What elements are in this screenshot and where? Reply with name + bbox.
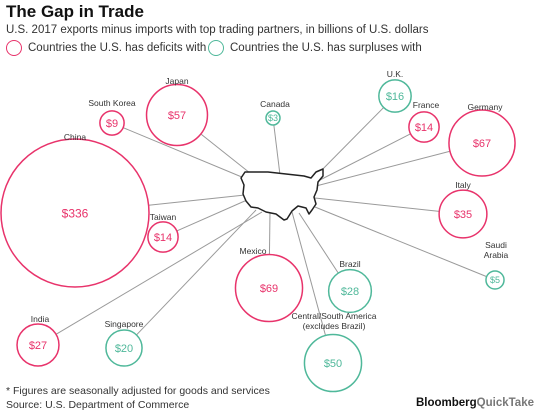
value-label-china: $336 <box>62 206 89 220</box>
country-label-u-k: U.K. <box>387 69 404 79</box>
chart-title: The Gap in Trade <box>6 2 144 21</box>
country-label-germany: Germany <box>468 102 504 112</box>
value-label-saudi-arabia: $5 <box>490 275 500 285</box>
bubble-germany <box>448 109 516 177</box>
connector-saudi-arabia <box>314 206 487 278</box>
value-label-india: $27 <box>29 340 47 352</box>
connector-taiwan <box>176 199 248 232</box>
legend-surplus-swatch <box>208 40 224 56</box>
value-label-taiwan: $14 <box>154 232 172 244</box>
value-label-brazil: $28 <box>341 286 359 298</box>
value-label-germany: $67 <box>473 138 491 150</box>
bubble-central-south-america-excludes-brazil <box>303 333 363 393</box>
legend-deficit-swatch <box>6 40 22 56</box>
connector-singapore <box>136 209 257 336</box>
legend-deficit: Countries the U.S. has deficits with <box>6 40 206 56</box>
us-map <box>240 168 324 221</box>
country-label-canada: Canada <box>260 99 290 109</box>
connector-japan <box>200 133 256 178</box>
country-label-france: France <box>413 100 440 110</box>
connector-germany <box>315 150 451 187</box>
connector-south-korea <box>122 127 250 181</box>
legend-deficit-label: Countries the U.S. has deficits with <box>28 42 207 54</box>
value-label-japan: $57 <box>168 110 186 122</box>
value-label-south-korea: $9 <box>106 118 118 130</box>
value-label-singapore: $20 <box>115 343 133 355</box>
value-label-italy: $35 <box>454 209 472 221</box>
country-label-mexico: Mexico <box>240 246 267 256</box>
value-label-mexico: $69 <box>260 283 278 295</box>
country-label-central-south-america-excludes-brazil: Central/South America (excludes Brazil) <box>291 311 376 331</box>
country-label-china: China <box>64 132 86 142</box>
legend-surplus: Countries the U.S. has surpluses with <box>208 40 422 56</box>
bubble-saudi-arabia <box>485 270 505 290</box>
connector-italy <box>314 197 440 212</box>
value-label-u-k: $16 <box>386 91 404 103</box>
bubble-mexico <box>234 253 304 323</box>
brand-sub: QuickTake <box>476 397 534 409</box>
connector-india <box>55 211 263 335</box>
source-note: Source: U.S. Department of Commerce <box>6 399 190 411</box>
brand-main: Bloomberg <box>415 397 477 409</box>
bubble-italy <box>438 189 488 239</box>
bubble-japan <box>145 83 209 147</box>
connector-france <box>313 133 411 184</box>
legend-surplus-label: Countries the U.S. has surpluses with <box>230 42 422 54</box>
bubble-france <box>408 111 440 143</box>
country-label-south-korea: South Korea <box>88 98 136 108</box>
value-label-canada: $3 <box>268 113 278 123</box>
value-label-france: $14 <box>415 122 433 134</box>
connector-brazil <box>298 212 339 274</box>
bubble-u-k <box>378 79 412 113</box>
bubble-brazil <box>327 268 373 314</box>
bubble-south-korea <box>99 110 125 136</box>
country-label-japan: Japan <box>165 76 188 86</box>
country-label-brazil: Brazil <box>339 259 360 269</box>
country-label-india: India <box>31 314 50 324</box>
country-label-singapore: Singapore <box>105 319 144 329</box>
bubble-india <box>16 323 60 367</box>
bubble-layer: $336 China $57 Japan $9 South Korea $14 Taiwan $… <box>0 69 516 393</box>
connector-canada <box>273 124 281 176</box>
chart-subtitle: U.S. 2017 exports minus imports with top… <box>6 24 429 36</box>
connector-china <box>148 194 246 206</box>
footnote: * Figures are seasonally adjusted for go… <box>6 385 270 397</box>
bubble-china <box>0 138 150 288</box>
connector-central-south-america-excludes-brazil <box>291 211 327 336</box>
country-label-italy: Italy <box>455 180 471 190</box>
bubble-canada <box>265 110 281 126</box>
bubble-singapore <box>105 329 143 367</box>
connector-mexico <box>268 211 271 255</box>
country-label-saudi-arabia: Saudi Arabia <box>484 240 509 260</box>
brand-logo: BloombergQuickTake <box>416 397 534 409</box>
value-label-central-south-america-excludes-brazil: $50 <box>324 358 342 370</box>
bubble-taiwan <box>147 221 179 253</box>
country-label-taiwan: Taiwan <box>150 212 177 222</box>
